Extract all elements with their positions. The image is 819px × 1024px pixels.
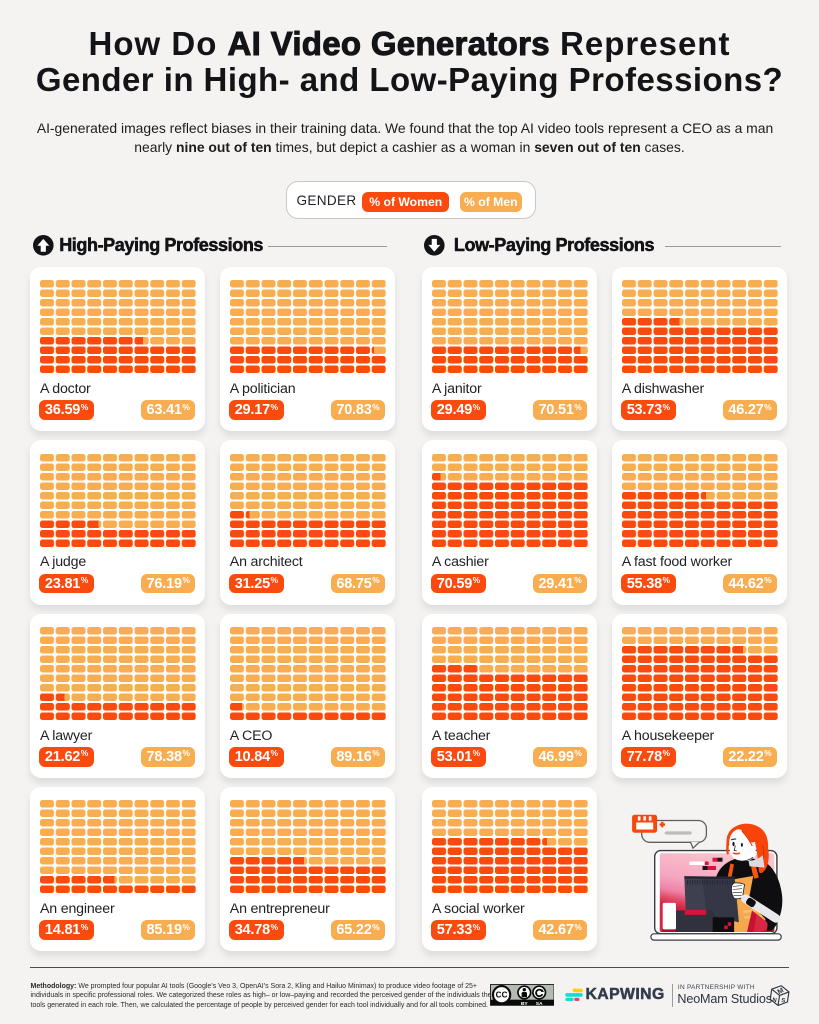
svg-text:S: S [781,997,786,1004]
svg-text:SA: SA [535,1001,542,1006]
svg-text:M: M [777,987,786,996]
svg-text:N: N [772,997,777,1004]
svg-text:BY: BY [520,1001,528,1006]
svg-text:CC: CC [495,990,507,999]
